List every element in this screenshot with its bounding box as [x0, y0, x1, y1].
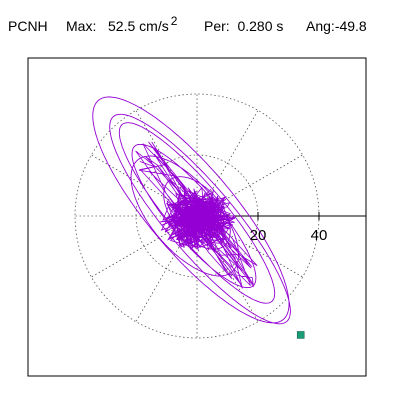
end-marker — [296, 331, 305, 339]
period-label: Per: — [204, 18, 230, 34]
angle-readout: Ang:-49.8 — [306, 18, 367, 34]
trace-loops — [92, 96, 291, 325]
max-value: 52.5 — [108, 18, 136, 34]
max-readout: Max: 52.5 cm/s 2 — [66, 14, 177, 35]
trace-core — [159, 186, 236, 252]
angle-label: Ang: — [306, 18, 335, 34]
ring-labels: 20 40 — [250, 227, 328, 244]
ring-label-20: 20 — [250, 227, 267, 244]
period-readout: Per: 0.280 s — [204, 18, 283, 34]
angle-value: -49.8 — [334, 18, 367, 34]
ring-label-40: 40 — [311, 227, 328, 244]
end-marker-group — [296, 331, 305, 339]
motion-trace — [92, 96, 291, 325]
max-unit-exponent: 2 — [170, 14, 178, 28]
max-unit: cm/s — [139, 18, 169, 34]
grid-spoke-60 — [196, 110, 259, 217]
plot-header: PCNH Max: 52.5 cm/s 2 Per: 0.280 s Ang:-4… — [0, 0, 400, 44]
period-value: 0.280 s — [237, 18, 284, 34]
trace-spikes — [135, 141, 258, 289]
max-label: Max: — [66, 18, 97, 34]
station-code: PCNH — [8, 18, 48, 34]
